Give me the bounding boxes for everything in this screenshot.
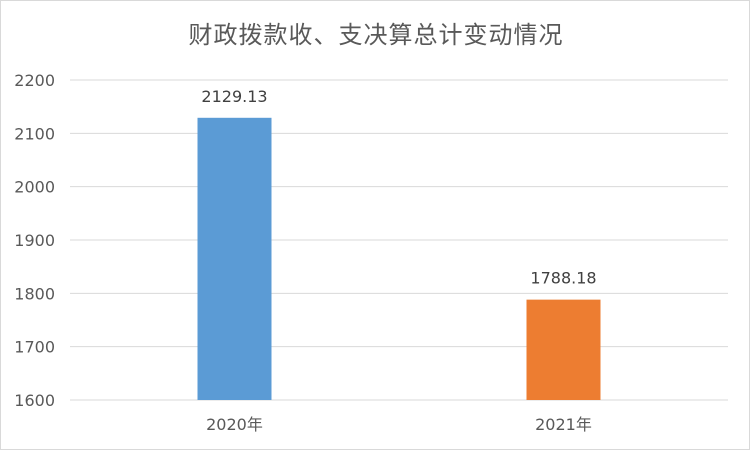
y-tick-label: 2100: [14, 124, 55, 143]
y-tick-label: 2000: [14, 178, 55, 197]
y-tick-label: 1900: [14, 231, 55, 250]
data-label-1: 2129.13: [201, 87, 267, 106]
x-tick-label: 2021年: [535, 415, 592, 434]
y-tick-label: 1700: [14, 338, 55, 357]
bar-2: [526, 299, 601, 400]
bar-1: [197, 117, 272, 400]
x-axis-ticks: 2020年 2021年: [206, 415, 592, 434]
x-tick-label: 2020年: [206, 415, 263, 434]
data-label-2: 1788.18: [530, 269, 596, 288]
chart-title: 财政拨款收、支决算总计变动情况: [188, 21, 564, 49]
y-tick-label: 2200: [14, 71, 55, 90]
data-labels: 2129.13 1788.18: [201, 87, 596, 288]
y-axis-ticks: 1600 1700 1800 1900 2000 2100 2200: [14, 71, 55, 410]
y-tick-label: 1800: [14, 284, 55, 303]
bars: [197, 117, 601, 400]
y-tick-label: 1600: [14, 391, 55, 410]
gridlines: [70, 79, 728, 401]
